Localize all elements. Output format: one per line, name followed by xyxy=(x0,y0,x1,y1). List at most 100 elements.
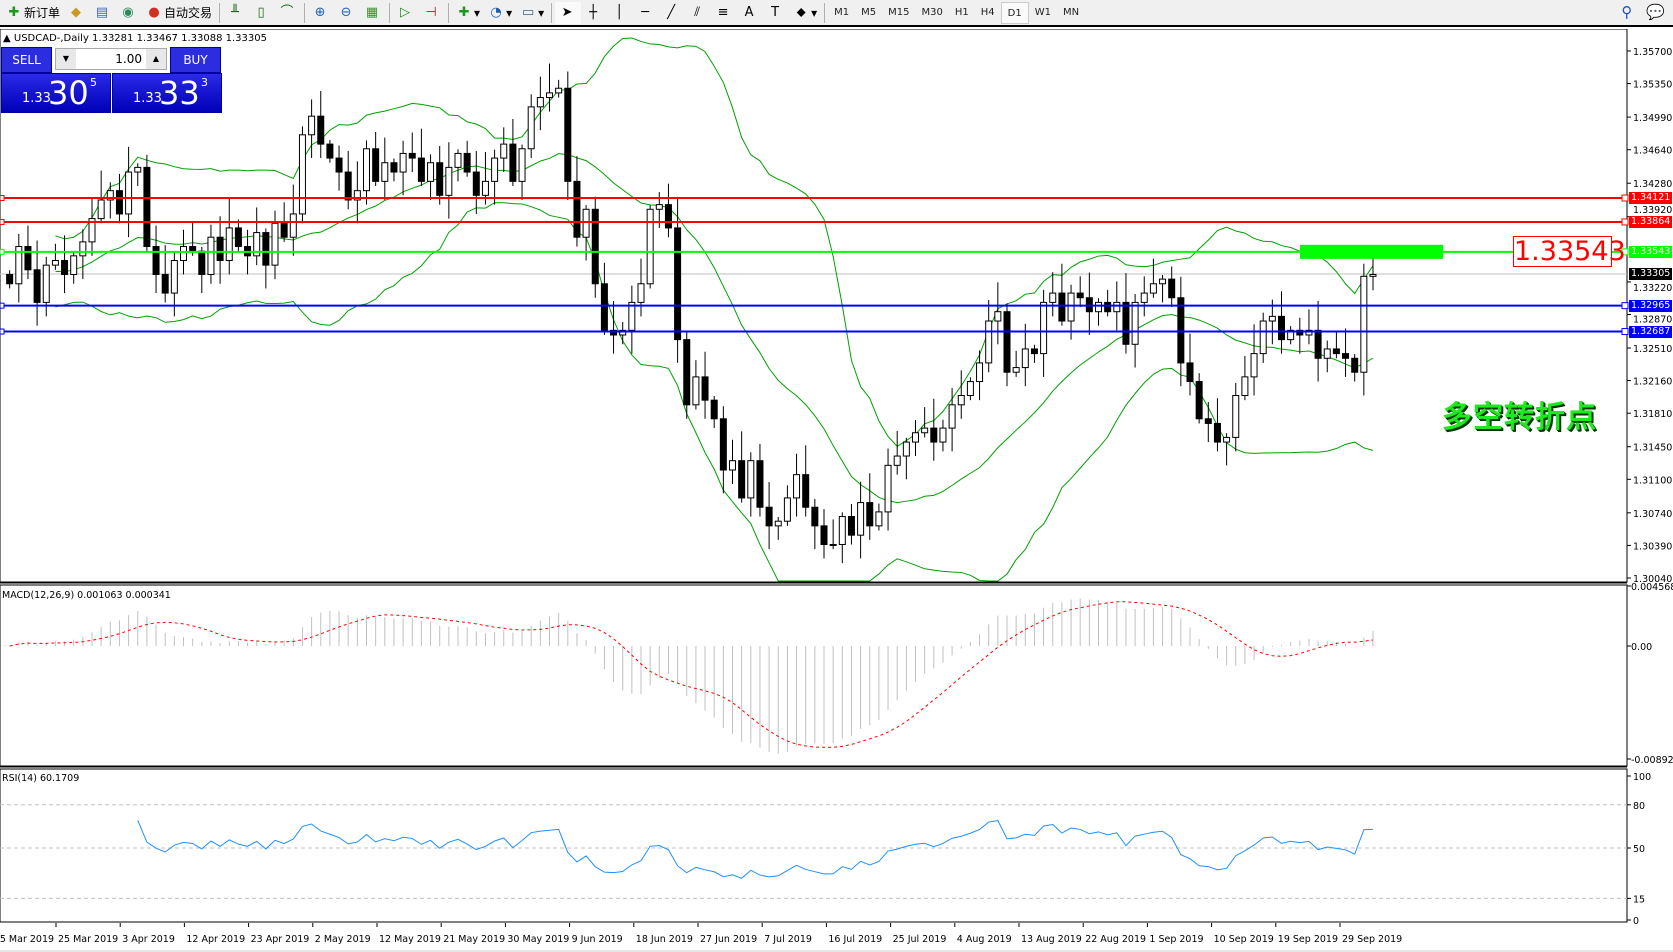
bear-candle xyxy=(1104,301,1112,313)
chat-icon[interactable]: 💬 xyxy=(1646,3,1665,21)
bull-candle xyxy=(546,92,553,99)
bull-candle xyxy=(363,148,370,192)
buy-button[interactable]: BUY xyxy=(170,47,221,73)
bull-candle xyxy=(125,171,133,215)
signals-button[interactable]: ◉ xyxy=(116,2,142,24)
tile-windows-button[interactable]: ▦ xyxy=(360,2,386,24)
cursor-button[interactable]: ➤ xyxy=(555,1,582,24)
indicators-button[interactable]: ✚ ▾ xyxy=(452,2,484,24)
timeframe-m15[interactable]: M15 xyxy=(888,6,910,18)
bull-candle xyxy=(15,246,23,285)
bull-candle xyxy=(134,166,142,173)
bull-candle xyxy=(1095,301,1102,313)
timeframe-m5[interactable]: M5 xyxy=(861,6,877,18)
fibonacci-button[interactable]: ≡ xyxy=(711,2,737,24)
horizontal-line-button[interactable]: ─ xyxy=(633,2,659,24)
bear-candle xyxy=(866,502,874,527)
price-axis-label: 1.35350 xyxy=(1633,80,1672,91)
bull-candle xyxy=(655,204,663,210)
periods-button[interactable]: ◔ ▾ xyxy=(484,2,516,24)
date-axis-label: 18 Jun 2019 xyxy=(636,934,693,945)
bear-candle xyxy=(24,246,32,271)
sell-price[interactable]: 1.33 30 5 xyxy=(1,73,111,113)
chart-area[interactable]: 1.357001.353501.349901.346401.342801.339… xyxy=(0,29,1673,952)
candlestick-icon: ▯ xyxy=(257,4,265,20)
bear-candle xyxy=(115,190,123,215)
bull-candle xyxy=(1131,301,1139,345)
bollinger-lower xyxy=(55,202,1374,582)
text-annotation[interactable]: 多空转折点 xyxy=(1442,400,1597,435)
sell-price-pip: 5 xyxy=(90,76,97,89)
lot-decrease-button[interactable]: ▼ xyxy=(56,49,76,69)
bear-candle xyxy=(1168,278,1176,299)
bull-candle xyxy=(884,464,892,513)
templates-button[interactable]: ▭ ▾ xyxy=(521,4,545,20)
bear-candle xyxy=(189,246,197,252)
equidistant-channel-button[interactable]: ⫽ xyxy=(685,2,711,24)
bear-candle xyxy=(372,148,380,182)
bull-candle xyxy=(353,190,361,201)
arrows-button[interactable]: ⬥ ▾ xyxy=(789,2,821,24)
bull-candle xyxy=(829,543,837,546)
auto-trading-icon: ● xyxy=(148,4,160,20)
rsi-axis-label: 80 xyxy=(1633,801,1645,812)
new-order-button[interactable]: ✚ 新订单 xyxy=(2,2,64,24)
separator xyxy=(448,2,450,23)
bull-candle xyxy=(555,87,563,94)
bear-candle xyxy=(674,227,682,341)
date-axis-label: 21 May 2019 xyxy=(443,934,505,945)
bear-candle xyxy=(1058,292,1066,322)
timeframe-w1[interactable]: W1 xyxy=(1034,6,1051,18)
lot-increase-button[interactable]: ▲ xyxy=(146,49,166,69)
zoom-in-button[interactable]: ⊕ xyxy=(308,2,334,24)
bear-candle xyxy=(509,143,517,182)
vertical-line-button[interactable]: │ xyxy=(607,2,633,24)
buy-price[interactable]: 1.33 33 3 xyxy=(112,73,222,113)
sell-button[interactable]: SELL xyxy=(1,47,52,73)
bear-candle xyxy=(326,143,334,159)
bull-candle xyxy=(170,259,178,294)
market-watch-button[interactable]: ◆ xyxy=(64,2,90,24)
autoscroll-button[interactable]: ▷ xyxy=(393,2,419,24)
price-tag: 1.32965 xyxy=(1629,299,1672,312)
bull-candle xyxy=(729,460,736,471)
bull-candle xyxy=(491,157,499,182)
bull-candle xyxy=(1021,348,1029,369)
crosshair-button[interactable]: ┼ xyxy=(581,2,607,24)
zoom-out-button[interactable]: ⊖ xyxy=(334,2,360,24)
bull-candle xyxy=(902,441,910,457)
timeframe-h4[interactable]: H4 xyxy=(980,6,995,18)
search-icon[interactable]: ⚲ xyxy=(1621,3,1633,21)
trendline-button[interactable]: ╱ xyxy=(659,2,685,24)
line-chart-button[interactable]: ⌒ xyxy=(275,2,301,24)
timeframe-mn[interactable]: MN xyxy=(1062,6,1080,18)
text-icon: A xyxy=(744,4,754,20)
auto-trading-button[interactable]: ● 自动交易 xyxy=(142,2,216,24)
line-anchor xyxy=(0,328,5,335)
bull-candle xyxy=(106,190,114,201)
price-label-annotation[interactable]: 1.33543 xyxy=(1513,236,1626,267)
bear-candle xyxy=(33,269,41,303)
text-label-button[interactable]: T xyxy=(763,2,789,24)
chart-shift-button[interactable]: ⊣ xyxy=(419,2,445,24)
bear-candle xyxy=(61,259,69,275)
rsi-axis-label: 0 xyxy=(1633,916,1639,927)
text-button[interactable]: A xyxy=(737,2,763,24)
candlestick-button[interactable]: ▯ xyxy=(249,2,275,24)
lot-size-input[interactable]: ▼ 1.00 ▲ xyxy=(55,48,167,70)
bar-chart-button[interactable]: ╨ xyxy=(223,2,249,24)
bear-candle xyxy=(1177,297,1185,364)
rsi-axis-label: 15 xyxy=(1633,894,1645,905)
bear-candle xyxy=(765,506,773,527)
timeframe-m1[interactable]: M1 xyxy=(834,6,850,18)
timeframe-m30[interactable]: M30 xyxy=(921,6,943,18)
timeframe-h1[interactable]: H1 xyxy=(954,6,969,18)
bull-candle xyxy=(637,283,645,303)
bull-candle xyxy=(399,152,407,173)
timeframe-d1[interactable]: D1 xyxy=(1000,1,1029,24)
rsi-label: RSI(14) 60.1709 xyxy=(2,773,79,784)
navigator-button[interactable]: ▤ xyxy=(90,2,116,24)
date-axis-label: 12 Apr 2019 xyxy=(186,934,245,945)
date-axis-label: 16 Jul 2019 xyxy=(828,934,882,945)
line-anchor xyxy=(1621,248,1629,256)
